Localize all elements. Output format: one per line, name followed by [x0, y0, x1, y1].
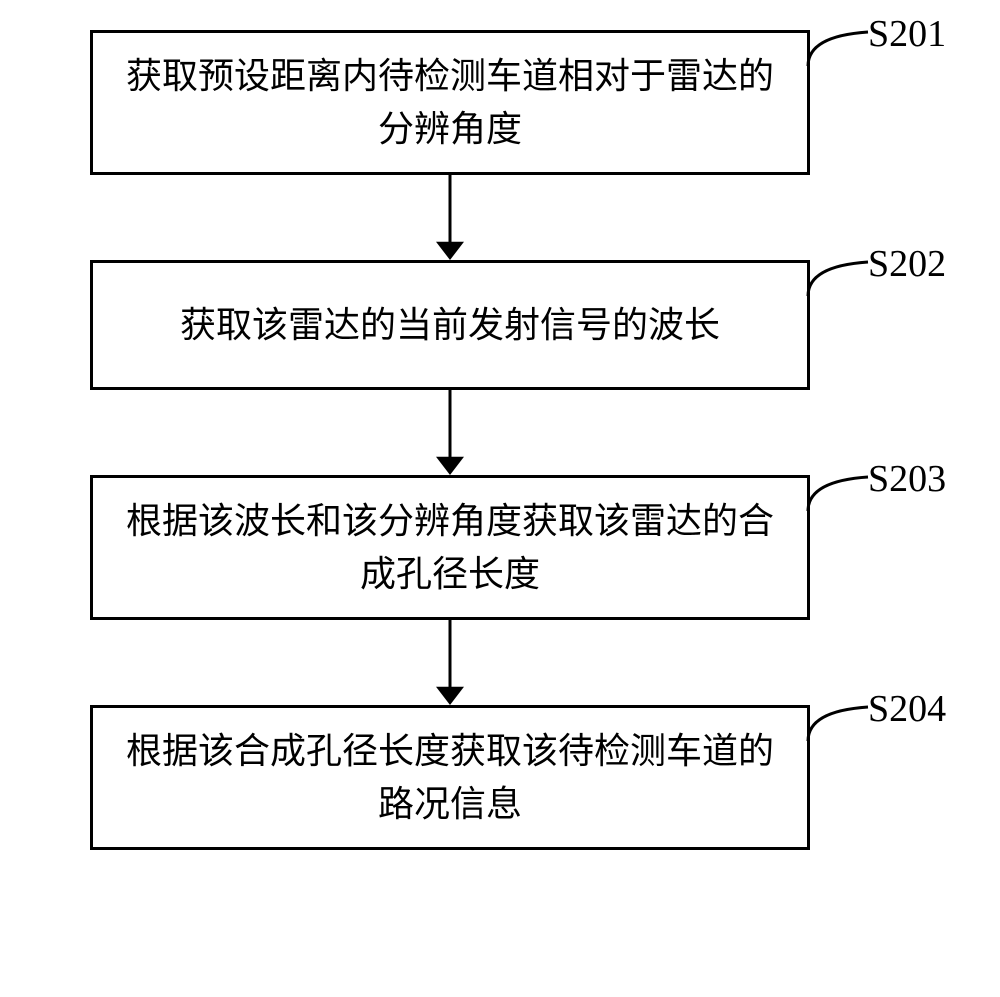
step-label-s202: S202 [868, 242, 946, 286]
step-box-s204: 根据该合成孔径长度获取该待检测车道的路况信息 [90, 705, 810, 850]
step-box-s203: 根据该波长和该分辨角度获取该雷达的合成孔径长度 [90, 475, 810, 620]
step-callout [806, 705, 876, 770]
step-box-s201: 获取预设距离内待检测车道相对于雷达的分辨角度 [90, 30, 810, 175]
step-row: 根据该波长和该分辨角度获取该雷达的合成孔径长度S203 [50, 475, 950, 620]
step-callout [806, 475, 876, 540]
step-callout [806, 30, 876, 95]
flow-arrow [434, 620, 466, 705]
step-label-s201: S201 [868, 12, 946, 56]
step-callout [806, 260, 876, 325]
flowchart-container: 获取预设距离内待检测车道相对于雷达的分辨角度S201 获取该雷达的当前发射信号的波… [50, 30, 950, 850]
step-row: 根据该合成孔径长度获取该待检测车道的路况信息S204 [50, 705, 950, 850]
step-row: 获取预设距离内待检测车道相对于雷达的分辨角度S201 [50, 30, 950, 175]
flow-arrow [434, 390, 466, 475]
flow-arrow [434, 175, 466, 260]
step-row: 获取该雷达的当前发射信号的波长S202 [50, 260, 950, 390]
step-box-s202: 获取该雷达的当前发射信号的波长 [90, 260, 810, 390]
step-label-s203: S203 [868, 457, 946, 501]
step-label-s204: S204 [868, 687, 946, 731]
